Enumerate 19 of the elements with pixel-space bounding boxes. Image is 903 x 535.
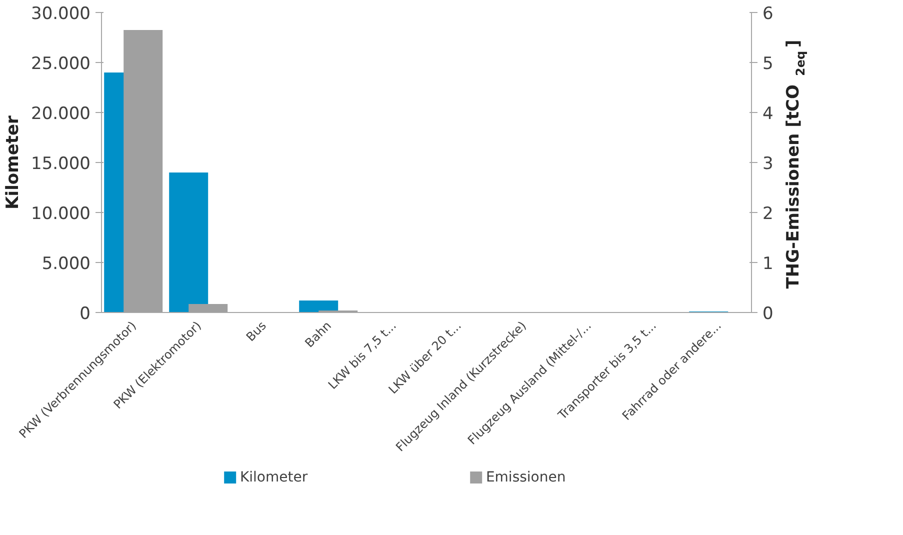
y-tick-label: 25.000	[31, 54, 90, 74]
y-tick-label: 30.000	[31, 4, 90, 24]
y2-tick-label: 2	[762, 204, 774, 224]
y2-tick-label: 4	[762, 104, 774, 124]
y-tick-label: 0	[80, 304, 91, 324]
y2-tick-label: 6	[762, 4, 774, 24]
y-tick-label: 15.000	[31, 154, 90, 174]
y-tick-label: 20.000	[31, 104, 90, 124]
y-tick-label: 5.000	[42, 254, 91, 274]
y2-tick-label: 3	[762, 154, 774, 174]
x-tick-label: Bus	[243, 318, 269, 344]
legend-label: Emissionen	[486, 470, 566, 486]
y2-axis-title: THG-Emissionen [tCO2eq]	[784, 40, 808, 289]
y-axis-title: Kilometer	[3, 114, 24, 210]
legend-label: Kilometer	[240, 470, 308, 486]
y-tick-label: 10.000	[31, 204, 90, 224]
y2-tick-label: 5	[762, 54, 774, 74]
y2-tick-label: 0	[762, 304, 774, 324]
y2-tick-label: 1	[762, 254, 774, 274]
